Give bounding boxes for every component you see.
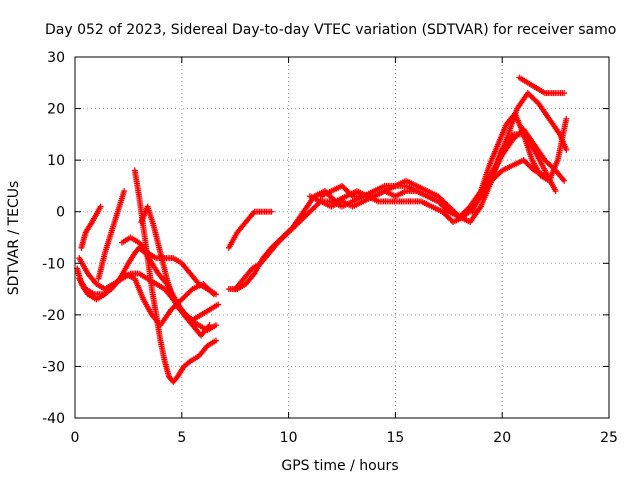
series-track-10	[232, 157, 548, 293]
series-track-8	[118, 234, 219, 298]
y-tick-label: 10	[47, 153, 65, 169]
series-track-9	[225, 208, 275, 251]
series-track-15	[469, 110, 570, 215]
series-track-3	[95, 188, 128, 282]
data-point	[212, 337, 219, 344]
data-point	[212, 322, 219, 329]
data-point	[188, 287, 195, 294]
y-tick-label: -40	[42, 411, 65, 427]
data-point	[268, 208, 275, 215]
series-track-6	[131, 167, 219, 385]
x-axis-label: GPS time / hours	[281, 458, 398, 474]
data-point	[206, 322, 213, 329]
x-tick-label: 15	[386, 430, 404, 446]
x-tick-label: 0	[71, 430, 80, 446]
plot-frame	[74, 56, 610, 419]
data-point	[455, 212, 462, 219]
data-point	[497, 168, 504, 175]
y-tick-label: 30	[47, 50, 65, 66]
data-point	[561, 90, 568, 97]
chart-title: Day 052 of 2023, Sidereal Day-to-day VTE…	[45, 22, 616, 38]
y-tick-label: 20	[47, 102, 65, 118]
data-point	[561, 177, 568, 184]
axis-ticks: 0 5 10 15 20 25 -40 -30 -20 -10 0 10 20 30	[42, 50, 618, 446]
x-tick-label: 10	[280, 430, 298, 446]
gridlines	[75, 57, 609, 418]
x-tick-label: 5	[177, 430, 186, 446]
y-axis-label: SDTVAR / TECUs	[6, 181, 22, 296]
data-point	[212, 291, 219, 298]
data-point	[215, 301, 222, 308]
data-point	[563, 115, 570, 122]
data-point	[563, 146, 570, 153]
y-tick-label: -30	[42, 359, 65, 375]
series-track-2	[78, 203, 104, 251]
data-points	[74, 74, 570, 385]
y-tick-label: -20	[42, 308, 65, 324]
data-point	[348, 191, 355, 198]
x-tick-label: 25	[600, 430, 618, 446]
series-track-14	[516, 74, 568, 97]
y-tick-label: 0	[56, 205, 65, 221]
data-point	[97, 203, 104, 210]
x-tick-label: 20	[493, 430, 511, 446]
data-point	[552, 188, 559, 195]
data-point	[121, 188, 128, 195]
y-tick-label: -10	[42, 256, 65, 272]
